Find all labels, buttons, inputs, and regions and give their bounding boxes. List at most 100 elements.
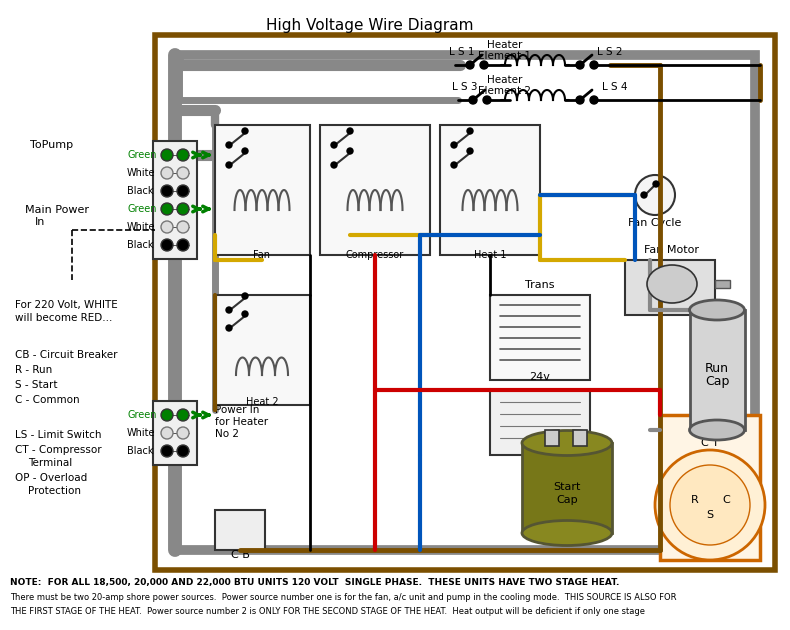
Circle shape bbox=[242, 128, 248, 134]
Text: CT - Compressor: CT - Compressor bbox=[15, 445, 102, 455]
Text: White: White bbox=[127, 428, 156, 438]
Bar bbox=[155, 35, 775, 570]
Circle shape bbox=[226, 325, 232, 331]
Circle shape bbox=[161, 409, 173, 421]
Bar bbox=[153, 141, 197, 259]
Circle shape bbox=[590, 96, 598, 104]
Circle shape bbox=[242, 293, 248, 299]
Bar bbox=[545, 430, 559, 446]
Circle shape bbox=[469, 96, 477, 104]
Circle shape bbox=[161, 445, 173, 457]
Text: S: S bbox=[706, 510, 713, 520]
Circle shape bbox=[177, 185, 189, 197]
Circle shape bbox=[161, 239, 173, 251]
Text: Fan: Fan bbox=[254, 250, 270, 260]
Text: There must be two 20-amp shore power sources.  Power source number one is for th: There must be two 20-amp shore power sou… bbox=[10, 593, 676, 602]
Text: Trans: Trans bbox=[525, 280, 555, 290]
Circle shape bbox=[177, 149, 189, 161]
Text: Element 2: Element 2 bbox=[479, 86, 532, 96]
Text: CB - Circuit Breaker: CB - Circuit Breaker bbox=[15, 350, 118, 360]
Text: Green: Green bbox=[127, 150, 156, 160]
Circle shape bbox=[466, 61, 474, 69]
Text: Main Power: Main Power bbox=[25, 205, 89, 215]
Text: THE FIRST STAGE OF THE HEAT.  Power source number 2 is ONLY FOR THE SECOND STAGE: THE FIRST STAGE OF THE HEAT. Power sourc… bbox=[10, 607, 645, 617]
Circle shape bbox=[242, 148, 248, 154]
Text: Cap: Cap bbox=[705, 375, 729, 389]
Text: Heat 1: Heat 1 bbox=[474, 250, 506, 260]
Circle shape bbox=[590, 61, 598, 69]
Bar bbox=[690, 310, 745, 430]
Text: R: R bbox=[691, 495, 699, 505]
Text: Cap: Cap bbox=[556, 495, 577, 505]
Circle shape bbox=[655, 450, 765, 560]
Text: OP - Overload: OP - Overload bbox=[15, 473, 87, 483]
Text: L S 4: L S 4 bbox=[602, 82, 628, 92]
Circle shape bbox=[161, 167, 173, 179]
Text: L S 1: L S 1 bbox=[450, 47, 475, 57]
Text: will become RED...: will become RED... bbox=[15, 313, 112, 323]
Ellipse shape bbox=[522, 520, 612, 546]
Text: C - Common: C - Common bbox=[15, 395, 80, 405]
Circle shape bbox=[480, 61, 488, 69]
Circle shape bbox=[161, 203, 173, 215]
Text: ToPump: ToPump bbox=[30, 140, 73, 150]
Text: Heater: Heater bbox=[487, 75, 523, 85]
Bar bbox=[490, 390, 590, 455]
Circle shape bbox=[161, 221, 173, 233]
Text: Black: Black bbox=[127, 186, 153, 196]
Text: NOTE:  FOR ALL 18,500, 20,000 AND 22,000 BTU UNITS 120 VOLT  SINGLE PHASE.  THES: NOTE: FOR ALL 18,500, 20,000 AND 22,000 … bbox=[10, 578, 619, 588]
Text: Power In: Power In bbox=[215, 405, 259, 415]
Text: L S 3: L S 3 bbox=[452, 82, 478, 92]
Text: Heat 2: Heat 2 bbox=[246, 397, 278, 407]
Text: Compressor: Compressor bbox=[346, 250, 404, 260]
Ellipse shape bbox=[522, 430, 612, 455]
Circle shape bbox=[641, 192, 647, 198]
Circle shape bbox=[177, 239, 189, 251]
Text: Heater: Heater bbox=[487, 40, 523, 50]
Circle shape bbox=[177, 167, 189, 179]
Circle shape bbox=[226, 142, 232, 148]
Circle shape bbox=[670, 465, 750, 545]
Circle shape bbox=[177, 221, 189, 233]
Circle shape bbox=[177, 427, 189, 439]
Text: O P: O P bbox=[701, 420, 720, 430]
Circle shape bbox=[226, 162, 232, 168]
Ellipse shape bbox=[690, 300, 744, 320]
Text: R - Run: R - Run bbox=[15, 365, 52, 375]
Circle shape bbox=[347, 128, 353, 134]
Circle shape bbox=[177, 203, 189, 215]
Text: For 220 Volt, WHITE: For 220 Volt, WHITE bbox=[15, 300, 118, 310]
Circle shape bbox=[576, 61, 584, 69]
Text: Terminal: Terminal bbox=[28, 458, 72, 468]
Text: Green: Green bbox=[127, 410, 156, 420]
Circle shape bbox=[161, 427, 173, 439]
Circle shape bbox=[467, 148, 473, 154]
Bar bbox=[215, 510, 265, 550]
Text: Protection: Protection bbox=[28, 486, 81, 496]
Text: Black: Black bbox=[127, 240, 153, 250]
Text: S - Start: S - Start bbox=[15, 380, 58, 390]
Bar bbox=[490, 295, 590, 380]
Text: Green: Green bbox=[127, 204, 156, 214]
Circle shape bbox=[467, 128, 473, 134]
Text: LS - Limit Switch: LS - Limit Switch bbox=[15, 430, 101, 440]
Ellipse shape bbox=[690, 420, 744, 440]
Circle shape bbox=[635, 175, 675, 215]
Circle shape bbox=[161, 185, 173, 197]
Text: for Heater: for Heater bbox=[215, 417, 268, 427]
Bar bbox=[625, 260, 715, 315]
Circle shape bbox=[331, 142, 337, 148]
Circle shape bbox=[177, 409, 189, 421]
Text: Fan Motor: Fan Motor bbox=[645, 245, 699, 255]
Text: Black: Black bbox=[127, 446, 153, 456]
Text: No 2: No 2 bbox=[215, 429, 239, 439]
Bar bbox=[573, 430, 587, 446]
Circle shape bbox=[483, 96, 491, 104]
Bar bbox=[715, 280, 730, 288]
Circle shape bbox=[161, 149, 173, 161]
Circle shape bbox=[331, 162, 337, 168]
Bar bbox=[440, 125, 540, 255]
Bar bbox=[215, 125, 310, 255]
Circle shape bbox=[242, 311, 248, 317]
Circle shape bbox=[451, 162, 457, 168]
